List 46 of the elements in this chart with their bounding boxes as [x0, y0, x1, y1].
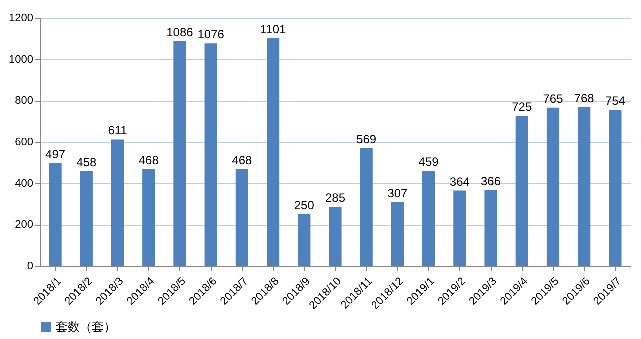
- bar: [111, 140, 124, 266]
- bar: [484, 190, 498, 266]
- data-label: 497: [46, 147, 66, 162]
- data-label: 1086: [166, 26, 194, 40]
- data-label: 285: [325, 191, 346, 206]
- bar: [360, 148, 373, 266]
- y-tick-label: 800: [15, 95, 34, 108]
- data-label: 307: [388, 186, 408, 201]
- y-tick-label: 400: [15, 178, 34, 190]
- bar: [298, 214, 311, 266]
- bar: [609, 110, 622, 266]
- data-label: 468: [138, 153, 160, 168]
- data-label: 1101: [260, 22, 287, 36]
- bar: [546, 108, 560, 266]
- data-label: 364: [450, 174, 470, 189]
- bar: [422, 171, 436, 266]
- bar: [204, 44, 218, 266]
- data-label: 366: [481, 174, 502, 188]
- y-tick-label: 600: [15, 136, 34, 148]
- bar: [49, 163, 62, 266]
- y-tick-label: 1000: [9, 54, 34, 66]
- data-label: 458: [76, 155, 97, 170]
- data-label: 569: [356, 132, 377, 146]
- data-label: 250: [294, 198, 315, 212]
- y-tick-label: 0: [27, 260, 34, 272]
- bar: [454, 190, 466, 266]
- bar: [266, 38, 280, 266]
- y-tick-label: 1200: [9, 12, 34, 24]
- bar: [516, 116, 528, 266]
- data-label: 459: [418, 155, 440, 170]
- bar: [329, 207, 342, 266]
- data-label: 1076: [198, 28, 225, 42]
- bar: [578, 107, 591, 266]
- data-label: 765: [543, 92, 564, 106]
- data-label: 725: [512, 100, 532, 114]
- y-tick-label: 200: [15, 219, 34, 232]
- data-label: 468: [232, 153, 253, 168]
- bar: [236, 169, 248, 266]
- bar: [142, 169, 156, 266]
- data-label: 611: [108, 124, 128, 138]
- data-label: 754: [605, 94, 626, 108]
- bar: [391, 202, 404, 266]
- legend-label: 套数（套）: [56, 320, 116, 334]
- bar: [80, 171, 93, 266]
- bar: [174, 42, 186, 266]
- data-label: 768: [574, 91, 595, 106]
